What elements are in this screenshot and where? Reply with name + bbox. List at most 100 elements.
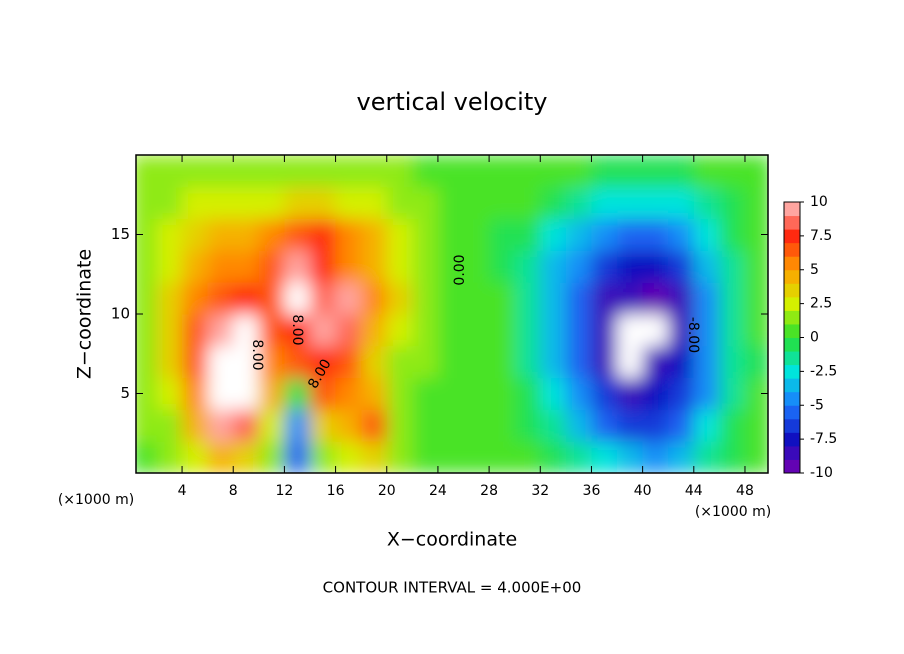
field-cell — [309, 377, 337, 410]
colorbar-tick-label: 0 — [810, 330, 819, 346]
field-cell — [617, 250, 644, 283]
field-cell — [437, 409, 465, 442]
field-cell — [335, 155, 362, 188]
field-cell — [412, 345, 439, 379]
y-axis-label: Z−coordinate — [74, 249, 96, 379]
field-cell — [668, 409, 695, 442]
field-cell — [642, 409, 669, 442]
field-cell — [309, 155, 337, 188]
field-cell — [136, 250, 157, 283]
field-cell — [565, 345, 592, 379]
field-cell — [744, 441, 768, 473]
field-cell — [156, 441, 183, 473]
field-cell — [642, 377, 669, 410]
field-cell — [719, 250, 746, 283]
field-cell — [309, 218, 337, 251]
field-cell — [258, 218, 285, 251]
field-cell — [182, 155, 209, 188]
field-cell — [437, 186, 465, 220]
colorbar-tick-label: -5 — [810, 397, 824, 413]
field-cell — [642, 345, 669, 379]
field-cell — [386, 345, 413, 379]
footer: CONTOUR INTERVAL = 4.000E+00 — [323, 579, 582, 597]
field-cell — [136, 282, 157, 315]
x-tick-label: 36 — [583, 483, 601, 499]
field-cell — [693, 155, 720, 188]
field-cell — [309, 282, 337, 315]
field-cell — [136, 314, 157, 347]
field-cell — [463, 282, 490, 315]
field-cell — [207, 377, 234, 410]
field-cell — [156, 282, 183, 315]
field-cell — [233, 250, 260, 283]
field-cell — [540, 345, 567, 379]
field-cell — [182, 282, 209, 315]
field-cell — [386, 441, 413, 473]
colorbar: 10 7.5 5 2.5 0 -2.5 -5 -7.5 -10 — [783, 194, 837, 481]
x-tick-label: 12 — [275, 483, 293, 499]
field-cell — [361, 250, 388, 283]
field-cell — [361, 345, 388, 379]
field-cell — [668, 441, 695, 473]
field-cell — [617, 409, 644, 442]
field-cell — [361, 155, 388, 188]
field-cell — [207, 186, 234, 220]
x-tick-label: 8 — [229, 483, 238, 499]
field-cell — [540, 250, 567, 283]
field-cell — [642, 186, 669, 220]
field-cell — [233, 186, 260, 220]
field-cell — [617, 186, 644, 220]
colorbar-tick-label: 2.5 — [810, 296, 832, 312]
field-cell — [565, 186, 592, 220]
x-tick-label: 48 — [736, 483, 754, 499]
field-cell — [463, 377, 490, 410]
field-cell — [182, 314, 209, 347]
field-cell — [642, 282, 669, 315]
field-cell — [309, 186, 337, 220]
colorbar-band — [784, 405, 800, 420]
field-cell — [719, 377, 746, 410]
field-cell — [156, 314, 183, 347]
colorbar-band — [784, 310, 800, 325]
field-cell — [693, 377, 720, 410]
field-cell — [136, 218, 157, 251]
field-cell — [233, 441, 260, 473]
field-cell — [514, 409, 541, 442]
contour-label: -8.00 — [685, 317, 701, 353]
field-cell — [335, 441, 362, 473]
field-cell — [412, 282, 439, 315]
field-cell — [182, 218, 209, 251]
field-cell — [591, 250, 618, 283]
field-cell — [233, 409, 260, 442]
field-cell — [156, 409, 183, 442]
field-cell — [565, 377, 592, 410]
field-cell — [744, 345, 768, 379]
field-cell — [182, 377, 209, 410]
field-cell — [335, 282, 362, 315]
field-cell — [207, 155, 234, 188]
field-cell — [489, 218, 516, 251]
colorbar-tick-label: -7.5 — [810, 431, 837, 447]
colorbar-tick-label: 10 — [810, 194, 828, 210]
field-cell — [386, 250, 413, 283]
field-cell — [309, 314, 337, 347]
field-cell — [207, 250, 234, 283]
overlay: 4 8 12 16 20 24 28 32 36 40 44 48510158.008.008.000… — [111, 155, 768, 499]
field-cell — [540, 155, 567, 188]
field-cell — [489, 345, 516, 379]
field-cell — [182, 186, 209, 220]
field-cell — [617, 441, 644, 473]
field-cell — [693, 441, 720, 473]
field-cell — [361, 441, 388, 473]
colorbar-tick-label: -10 — [810, 465, 833, 481]
field-cell — [437, 441, 465, 473]
field-cell — [540, 377, 567, 410]
field-cell — [207, 282, 234, 315]
field-cell — [463, 250, 490, 283]
y-tick-label: 5 — [120, 384, 130, 402]
field-cell — [463, 409, 490, 442]
field-cell — [233, 314, 260, 347]
field-cell — [309, 250, 337, 283]
field-cell — [136, 441, 157, 473]
